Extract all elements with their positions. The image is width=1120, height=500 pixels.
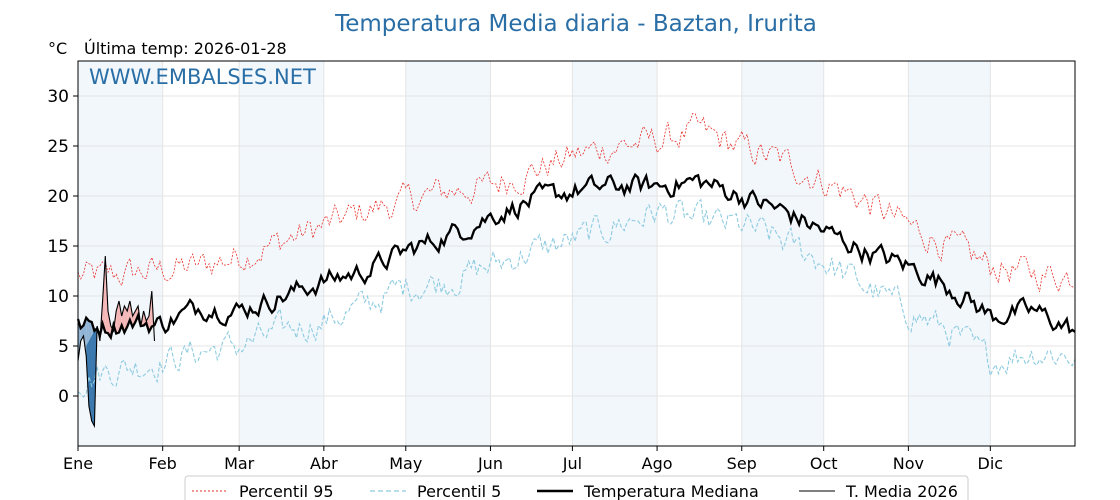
series-line-p5 bbox=[77, 198, 1076, 398]
plot-frame bbox=[77, 60, 1076, 447]
x-tick-label-Mar: Mar bbox=[224, 454, 255, 473]
series-lines bbox=[76, 112, 1076, 429]
grid-lines bbox=[77, 61, 1075, 446]
last-temp-label: Última temp: 2026-01-28 bbox=[84, 39, 287, 58]
x-tick-label-Abr: Abr bbox=[310, 454, 338, 473]
series-line-median bbox=[76, 172, 1076, 341]
month-band-Sep bbox=[741, 61, 824, 446]
x-tick-label-Jun: Jun bbox=[477, 454, 503, 473]
y-tick-label: 20 bbox=[47, 187, 69, 207]
series-line-2026 bbox=[77, 255, 156, 429]
y-axis-ticks: 0 5 10 15 20 25 30 bbox=[47, 87, 78, 407]
unit-label: °C bbox=[48, 39, 67, 58]
month-band-May bbox=[405, 61, 491, 446]
legend-label-2026: T. Media 2026 bbox=[845, 482, 958, 500]
y-tick-label: 0 bbox=[58, 387, 69, 407]
legend: Percentil 95 Percentil 5 Temperatura Med… bbox=[184, 475, 969, 500]
x-tick-label-Sep: Sep bbox=[727, 454, 757, 473]
x-axis-ticks: Ene Feb Mar Abr May Jun Jul Ago Sep Oct Nov Dic bbox=[63, 446, 1003, 473]
legend-label-p95: Percentil 95 bbox=[239, 482, 334, 500]
month-band-Mar bbox=[239, 61, 324, 446]
x-tick-label-Jul: Jul bbox=[562, 454, 582, 473]
watermark: WWW.EMBALSES.NET bbox=[89, 65, 316, 89]
month-bands bbox=[78, 61, 991, 446]
y-tick-label: 5 bbox=[58, 337, 69, 357]
x-tick-label-Ene: Ene bbox=[63, 454, 93, 473]
legend-label-p5: Percentil 5 bbox=[417, 482, 501, 500]
series-line-p95 bbox=[77, 112, 1076, 293]
x-tick-label-Ago: Ago bbox=[642, 454, 673, 473]
x-tick-label-May: May bbox=[389, 454, 422, 473]
month-band-Nov bbox=[908, 61, 991, 446]
legend-label-median: Temperatura Mediana bbox=[583, 482, 759, 500]
cold-anomaly-fill bbox=[83, 317, 87, 356]
y-tick-label: 10 bbox=[47, 287, 69, 307]
x-tick-label-Nov: Nov bbox=[893, 454, 924, 473]
y-tick-label: 15 bbox=[47, 237, 69, 257]
month-band-Jul bbox=[572, 61, 658, 446]
y-tick-label: 25 bbox=[47, 137, 69, 157]
y-tick-label: 30 bbox=[47, 87, 69, 107]
x-tick-label-Oct: Oct bbox=[810, 454, 838, 473]
x-tick-label-Feb: Feb bbox=[149, 454, 177, 473]
legend-box bbox=[184, 475, 969, 500]
chart-title: Temperatura Media diaria - Baztan, Iruri… bbox=[334, 11, 817, 37]
x-tick-label-Dic: Dic bbox=[978, 454, 1004, 473]
